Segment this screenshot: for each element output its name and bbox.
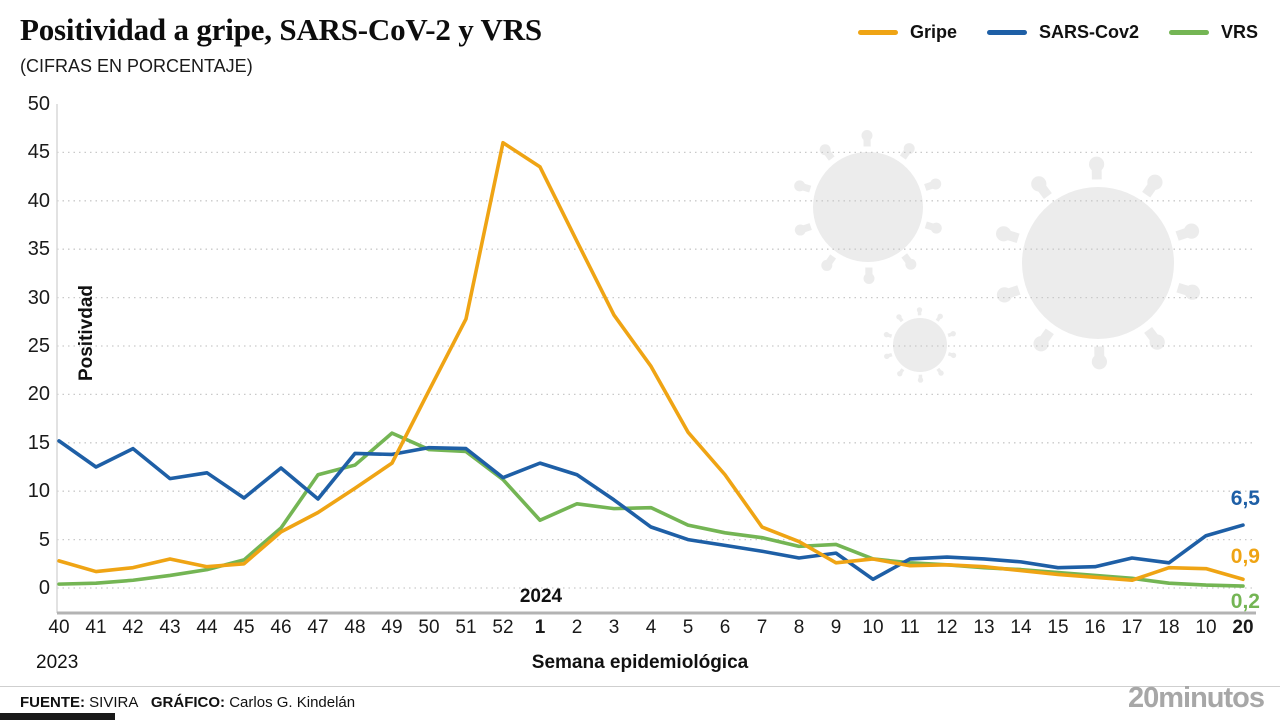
x-tick-label: 49 xyxy=(381,617,403,638)
y-tick-label: 15 xyxy=(27,431,50,454)
x-tick-label: 5 xyxy=(682,617,694,638)
page-subtitle: (CIFRAS EN PORCENTAJE) xyxy=(20,56,253,76)
y-tick-label: 50 xyxy=(27,93,50,115)
x-tick-label: 9 xyxy=(830,617,842,638)
coronavirus-watermark-icon xyxy=(794,130,942,284)
legend-item-gripe: Gripe xyxy=(857,22,957,43)
legend-label: Gripe xyxy=(909,22,957,42)
y-tick-label: 25 xyxy=(27,335,50,357)
x-tick-label: 12 xyxy=(936,617,958,638)
x-tick-label: 17 xyxy=(1121,617,1143,638)
credit-label: GRÁFICO: xyxy=(150,694,226,711)
source-value: SIVIRA xyxy=(89,694,139,711)
y-tick-label: 10 xyxy=(27,480,50,503)
x-tick-label: 6 xyxy=(719,617,731,638)
sars-cov2-end-value-label: 6,5 xyxy=(1230,487,1260,510)
x-axis-title: Semana epidemiológica xyxy=(531,652,749,673)
source-label: FUENTE: xyxy=(20,694,85,711)
x-tick-label: 13 xyxy=(973,617,995,638)
y-tick-label: 40 xyxy=(27,189,50,212)
x-tick-label: 18 xyxy=(1158,617,1180,638)
coronavirus-watermark-icon xyxy=(883,307,957,383)
x-tick-label: 41 xyxy=(85,617,107,638)
x-tick-label: 11 xyxy=(900,617,920,638)
x-tick-label: 50 xyxy=(418,617,440,638)
credit-value: Carlos G. Kindelán xyxy=(229,694,356,711)
gripe-line-swatch-icon xyxy=(857,30,898,35)
coronavirus-watermark-icon xyxy=(996,156,1200,370)
x-tick-label: 44 xyxy=(196,617,218,638)
x-tick-label: 15 xyxy=(1047,617,1069,638)
year-start-label: 2023 xyxy=(36,652,79,673)
x-tick-label: 48 xyxy=(344,617,366,638)
y-tick-label: 0 xyxy=(38,577,50,599)
x-tick-label: 16 xyxy=(1084,617,1106,638)
x-tick-label: 1 xyxy=(534,617,546,638)
x-tick-label: 14 xyxy=(1010,617,1032,638)
gripe-end-value-label: 0,9 xyxy=(1230,545,1260,568)
x-tick-label: 10 xyxy=(862,617,884,638)
sars-cov2-line-swatch-icon xyxy=(986,30,1027,35)
footer-divider xyxy=(0,686,1280,687)
vrs-line-swatch-icon xyxy=(1168,30,1209,35)
y-tick-label: 20 xyxy=(27,383,50,406)
y-tick-label: 30 xyxy=(27,286,50,309)
vrs-end-value-label: 0,2 xyxy=(1230,590,1260,613)
legend-label: SARS-Cov2 xyxy=(1038,22,1139,42)
x-tick-label: 42 xyxy=(122,617,144,638)
x-tick-label: 43 xyxy=(159,617,181,638)
x-tick-label: 51 xyxy=(455,617,477,638)
x-tick-label: 40 xyxy=(48,617,70,638)
page-title: Positividad a gripe, SARS-CoV-2 y VRS xyxy=(20,12,542,47)
x-tick-label: 7 xyxy=(756,617,768,638)
x-tick-label: 4 xyxy=(645,617,657,638)
y-tick-label: 35 xyxy=(27,238,50,261)
footer-credits: FUENTE: SIVIRA GRÁFICO: Carlos G. Kindel… xyxy=(20,694,355,711)
x-tick-label: 2 xyxy=(571,617,583,638)
legend-item-vrs: VRS xyxy=(1168,22,1258,43)
series-line-gripe xyxy=(57,140,1245,583)
x-tick-label: 52 xyxy=(492,617,514,638)
x-tick-label: 20 xyxy=(1232,617,1254,638)
x-tick-label: 47 xyxy=(307,617,329,638)
chart-legend: Gripe SARS-Cov2 VRS xyxy=(857,22,1258,43)
x-tick-label: 3 xyxy=(608,617,620,638)
legend-label: VRS xyxy=(1220,22,1258,42)
publisher-logo: 20minutos xyxy=(1127,682,1265,714)
x-tick-label: 46 xyxy=(270,617,292,638)
y-tick-label: 5 xyxy=(38,528,50,551)
series-line-sars-cov2 xyxy=(57,439,1245,582)
x-tick-label: 45 xyxy=(233,617,255,638)
legend-item-sars-cov2: SARS-Cov2 xyxy=(986,22,1139,43)
year-change-label: 2024 xyxy=(519,586,563,607)
x-tick-label: 8 xyxy=(793,617,805,638)
bottom-left-bar xyxy=(0,713,115,720)
y-axis-title: Positivdad xyxy=(76,284,97,382)
x-tick-label: 10 xyxy=(1195,617,1217,638)
y-tick-label: 45 xyxy=(27,141,50,164)
